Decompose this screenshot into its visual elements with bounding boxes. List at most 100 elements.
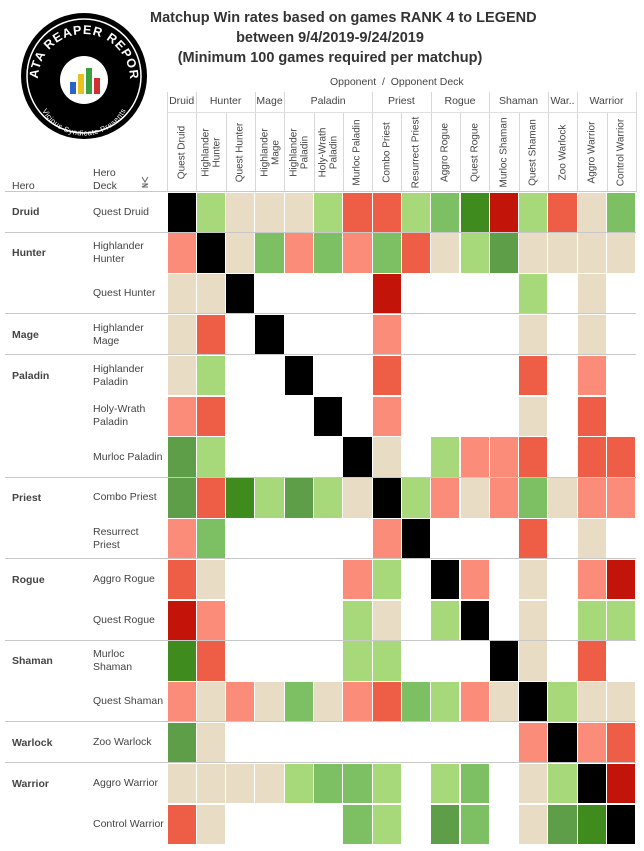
heatmap-cell <box>167 518 196 559</box>
heatmap-cell <box>460 192 489 233</box>
row-group-divider <box>5 558 636 560</box>
heatmap-cell <box>343 600 372 641</box>
heatmap-cell <box>460 233 489 274</box>
heatmap-cell <box>519 559 548 600</box>
column-deck-label: Highlander Mage <box>258 127 281 177</box>
column-group-label: Warrior <box>589 95 624 107</box>
column-group-label: Mage <box>256 95 283 107</box>
heatmap-cell <box>196 396 226 437</box>
column-deck-label: Combo Priest <box>381 121 393 183</box>
heatmap-cell <box>577 600 606 641</box>
column-divider <box>225 112 227 192</box>
row-group-divider <box>5 354 636 356</box>
heatmap-cell <box>167 722 196 763</box>
heatmap-cell <box>431 478 460 518</box>
group-divider <box>167 92 168 192</box>
group-divider <box>430 92 432 192</box>
row-hero-label: Paladin <box>12 369 50 382</box>
heatmap-cell <box>167 559 196 600</box>
column-divider <box>342 112 344 192</box>
heatmap-cell <box>343 478 372 518</box>
column-deck-label: Resurrect Priest <box>410 116 422 188</box>
column-group-label: Shaman <box>499 95 539 107</box>
heatmap-cell <box>607 192 636 233</box>
group-divider <box>284 92 286 192</box>
heatmap-cell <box>314 396 343 437</box>
heatmap-cell <box>343 682 372 722</box>
heatmap-cell <box>372 600 401 641</box>
row-deck-label: Highlander Mage <box>93 321 144 347</box>
heatmap-cell <box>167 233 196 274</box>
heatmap-cell <box>167 804 196 845</box>
heatmap-cell <box>343 233 372 274</box>
heatmap-cell <box>226 763 255 804</box>
heatmap-cell <box>167 355 196 396</box>
column-divider <box>313 112 315 192</box>
heatmap-cell <box>431 763 460 804</box>
heatmap-cell <box>519 192 548 233</box>
heatmap-cell <box>548 804 577 845</box>
heatmap-cell <box>255 763 284 804</box>
heatmap-cell <box>577 559 606 600</box>
row-deck-label: Combo Priest <box>93 491 157 504</box>
heatmap-cell <box>314 478 343 518</box>
row-hero-label: Warrior <box>12 777 49 790</box>
heatmap-cell <box>577 233 606 274</box>
heatmap-cell <box>548 722 577 763</box>
heatmap-cell <box>226 682 255 722</box>
heatmap-cell <box>343 641 372 682</box>
column-deck-label: Quest Shaman <box>527 118 539 186</box>
heatmap-cell <box>372 559 401 600</box>
column-header: Opponent / Opponent Deck <box>330 76 464 88</box>
heatmap-cell <box>372 682 401 722</box>
heatmap-cell <box>460 437 489 478</box>
heatmap-cell <box>548 192 577 233</box>
logo-bar <box>78 74 84 94</box>
sort-icon <box>141 176 149 188</box>
heatmap-cell <box>519 804 548 845</box>
column-deck-label: Control Warrior <box>615 118 627 186</box>
heatmap-cell <box>343 804 372 845</box>
row-deck-label: Control Warrior <box>93 817 164 830</box>
heatmap-cell <box>431 192 460 233</box>
column-group-label: Paladin <box>310 95 346 107</box>
column-group-label: Priest <box>387 95 415 107</box>
row-group-divider <box>5 639 636 641</box>
heatmap-cell <box>343 192 372 233</box>
heatmap-cell <box>372 355 401 396</box>
heatmap-cell <box>372 763 401 804</box>
column-group-label: Rogue <box>444 95 476 107</box>
heatmap-cell <box>226 478 255 518</box>
heatmap-cell <box>196 559 226 600</box>
heatmap-cell <box>196 641 226 682</box>
heatmap-cell <box>226 274 255 314</box>
heatmap-cell <box>196 478 226 518</box>
group-divider <box>635 92 637 192</box>
heatmap-cell <box>372 233 401 274</box>
heatmap-cell <box>607 478 636 518</box>
heatmap-cell <box>372 804 401 845</box>
row-deck-label: Quest Shaman <box>93 695 164 708</box>
column-group-label: Druid <box>169 95 195 107</box>
heatmap-cell <box>548 233 577 274</box>
heatmap-cell <box>519 314 548 355</box>
heatmap-cell <box>607 600 636 641</box>
heatmap-cell <box>196 314 226 355</box>
heatmap-cell <box>519 722 548 763</box>
heatmap-cell <box>196 274 226 314</box>
heatmap-cell <box>196 804 226 845</box>
heatmap-cell <box>226 192 255 233</box>
heatmap-cell <box>519 600 548 641</box>
heatmap-cell <box>489 233 519 274</box>
heatmap-cell <box>167 314 196 355</box>
heatmap-cell <box>548 478 577 518</box>
heatmap-cell <box>284 763 313 804</box>
row-deck-label: Highlander Hunter <box>93 240 144 266</box>
row-deck-label: Quest Hunter <box>93 287 156 300</box>
heatmap-cell <box>284 682 313 722</box>
heatmap-cell <box>519 274 548 314</box>
column-deck-label: Holy-Wrath Paladin <box>317 127 340 177</box>
row-group-divider <box>5 721 636 723</box>
heatmap-cell <box>255 682 284 722</box>
